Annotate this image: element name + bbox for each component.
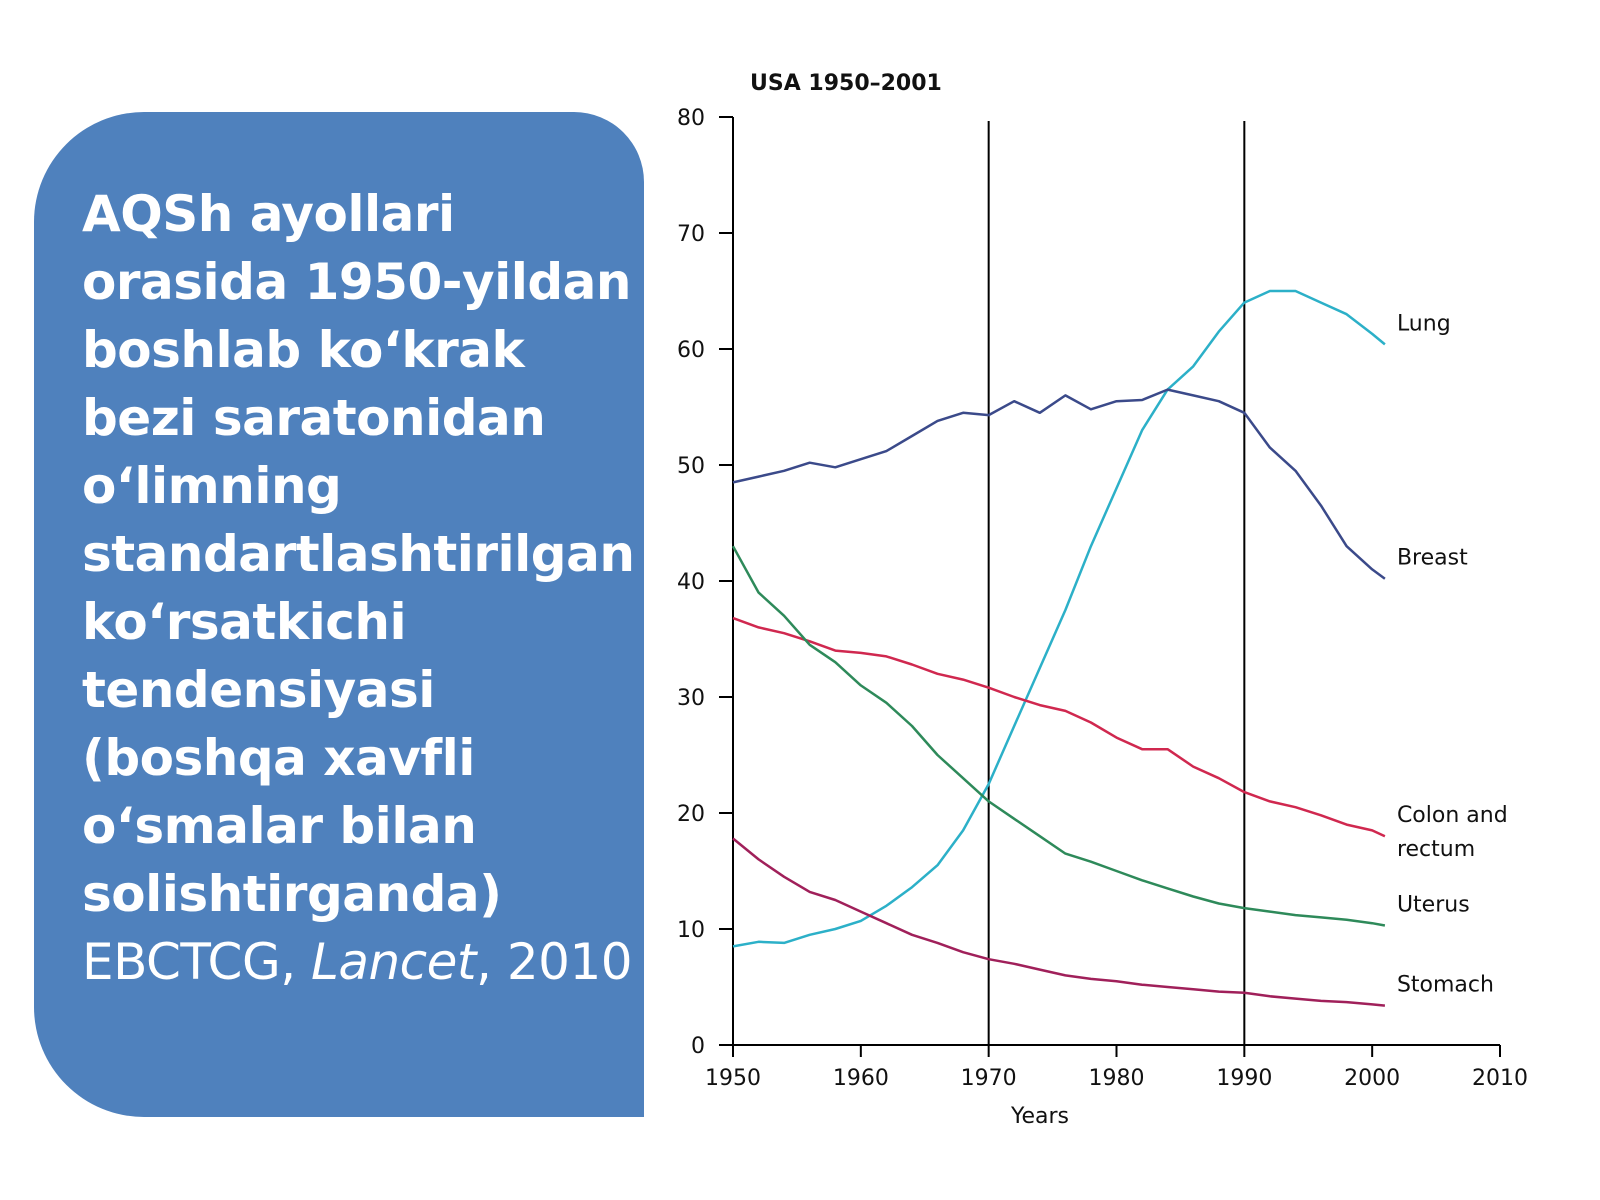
y-tick-label: 20: [677, 802, 705, 827]
series-line-stomach: [732, 837, 1386, 1007]
series-label-stomach: Stomach: [1397, 973, 1494, 998]
y-tick-label: 10: [677, 918, 705, 943]
x-tick-label: 1950: [705, 1066, 761, 1091]
series-line-breast: [732, 388, 1386, 580]
y-tick-label: 40: [677, 570, 705, 595]
y-tick-label: 30: [677, 686, 705, 711]
chart-title: USA 1950–2001: [750, 71, 942, 96]
series-line-uterus: [731, 545, 1386, 927]
series-labels: Lung Breast Colon and rectum Uterus Stomach: [1397, 311, 1508, 997]
series-line-lung: [732, 289, 1386, 948]
x-tick-label: 1960: [833, 1066, 889, 1091]
x-axis-label: Years: [1010, 1104, 1069, 1129]
y-tick-label: 50: [677, 454, 705, 479]
x-tick-label: 2010: [1472, 1066, 1528, 1091]
series-line-colon-and-rectum: [732, 616, 1386, 838]
y-tick-label: 80: [677, 106, 705, 131]
citation-year: , 2010: [476, 933, 633, 991]
series-label-breast: Breast: [1397, 546, 1468, 571]
x-tick-label: 1980: [1089, 1066, 1145, 1091]
x-tick-label: 1990: [1216, 1066, 1272, 1091]
citation-journal: Lancet: [310, 933, 477, 991]
citation: EBCTCG, Lancet, 2010: [82, 928, 642, 996]
y-tick-label: 60: [677, 338, 705, 363]
y-tick-label: 0: [691, 1034, 705, 1059]
x-tick-label: 1970: [961, 1066, 1017, 1091]
y-tick-label: 70: [677, 222, 705, 247]
series-label-colon-and-rectum: Colon and: [1397, 803, 1508, 828]
series-label-uterus: Uterus: [1397, 893, 1470, 918]
x-tick-label: 2000: [1344, 1066, 1400, 1091]
series-lines: [731, 289, 1386, 1007]
mortality-line-chart: USA 1950–2001 0 10 20 30 40 50 60 70 80 1950 1960 1…: [677, 71, 1528, 1129]
series-label-colon-and-rectum: rectum: [1397, 837, 1475, 862]
description-text: AQSh ayollari orasida 1950-yildan boshla…: [82, 180, 642, 996]
description-title: AQSh ayollari orasida 1950-yildan boshla…: [82, 185, 635, 923]
description-panel: AQSh ayollari orasida 1950-yildan boshla…: [34, 112, 644, 1117]
series-label-lung: Lung: [1397, 311, 1451, 336]
citation-author: EBCTCG,: [82, 933, 311, 991]
axes: 0 10 20 30 40 50 60 70 80 1950 1960 1970 1980 1990 200…: [677, 106, 1528, 1091]
